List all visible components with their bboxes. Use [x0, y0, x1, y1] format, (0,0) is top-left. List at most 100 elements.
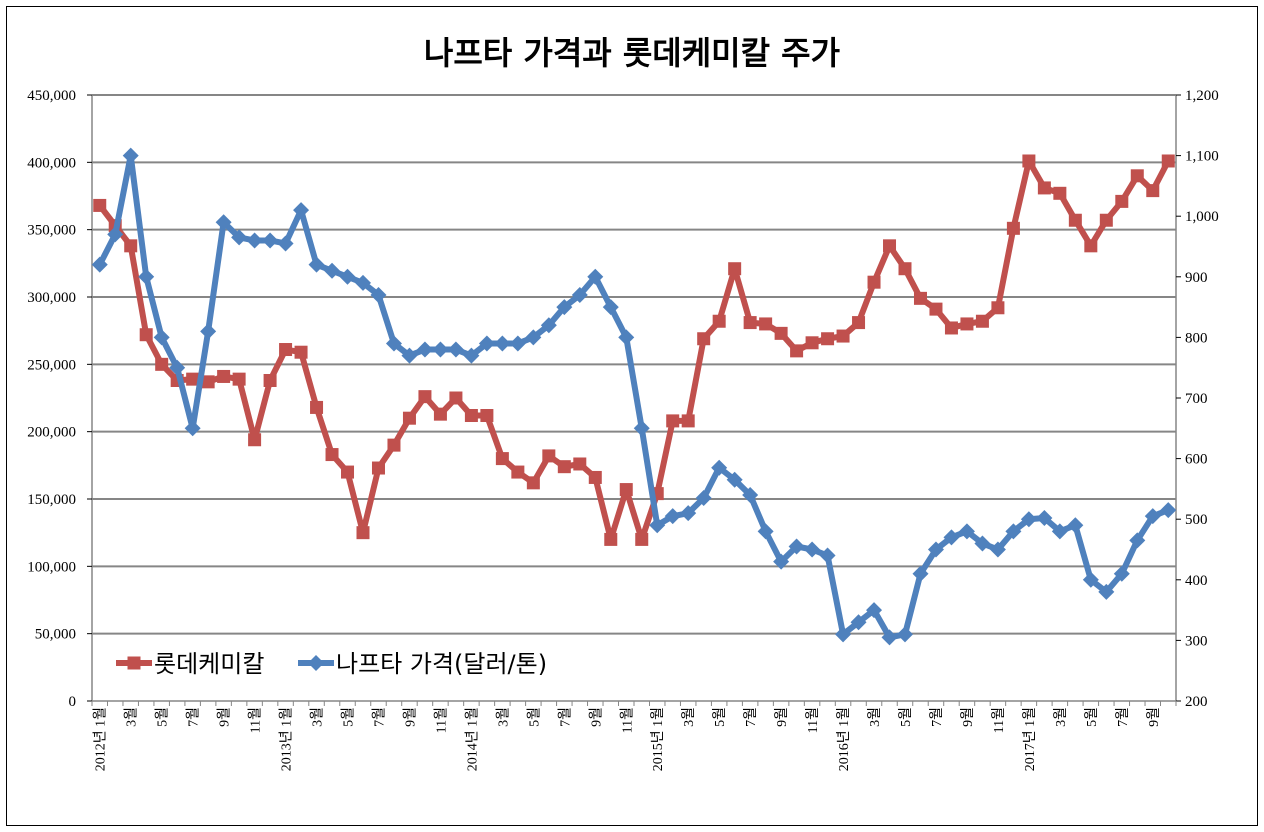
data-point [774, 326, 788, 340]
data-point [587, 268, 604, 285]
data-point [836, 329, 850, 343]
data-point [1082, 571, 1099, 588]
left-tick-label: 350,000 [27, 223, 76, 239]
data-point [525, 329, 542, 346]
data-point [943, 529, 960, 546]
data-point [215, 214, 232, 231]
data-point [153, 329, 170, 346]
data-point [339, 268, 356, 285]
data-point [463, 347, 480, 364]
data-point [1067, 517, 1084, 534]
data-point [370, 286, 387, 303]
data-point [619, 483, 633, 497]
data-point [526, 476, 540, 490]
data-point [371, 461, 385, 475]
data-point [805, 336, 819, 350]
data-point [804, 541, 821, 558]
data-point [991, 301, 1005, 315]
data-point [929, 302, 943, 316]
data-point [913, 291, 927, 305]
data-point [464, 409, 478, 423]
data-point [122, 147, 139, 164]
data-point [107, 226, 124, 243]
data-point [124, 239, 138, 253]
x-tick-label: 5월 [1084, 707, 1100, 727]
x-tick-label: 7월 [371, 707, 387, 727]
data-point [155, 357, 169, 371]
data-point [912, 565, 929, 582]
data-point [1036, 509, 1053, 526]
x-tick-label: 5월 [526, 707, 542, 727]
x-tick-label: 2015년 1월 [650, 707, 666, 771]
data-point [773, 553, 790, 570]
x-tick-label: 9월 [402, 707, 418, 727]
right-tick-label: 1,000 [1185, 209, 1219, 225]
data-point [681, 414, 695, 428]
x-tick-label: 5월 [155, 707, 171, 727]
series-layer [91, 147, 1177, 646]
data-point [385, 335, 402, 352]
data-point [1115, 194, 1129, 208]
series-1 [93, 154, 1175, 546]
data-point [540, 317, 557, 334]
data-point [494, 335, 511, 352]
data-point [1051, 523, 1068, 540]
data-point [571, 286, 588, 303]
x-tick-label: 11월 [248, 707, 264, 733]
data-point [819, 547, 836, 564]
data-point [866, 602, 883, 619]
left-y-axis-ticks: 0 50,000 100,000 150,000 200,000 250,000 300,0… [27, 88, 92, 710]
data-point [697, 332, 711, 346]
x-tick-label: 5월 [712, 707, 728, 727]
x-tick-label: 2013년 1월 [279, 707, 295, 771]
data-point [1160, 502, 1177, 519]
right-tick-label: 200 [1185, 694, 1208, 710]
x-tick-label: 2014년 1월 [464, 707, 480, 771]
x-tick-label: 11월 [433, 707, 449, 733]
data-point [944, 321, 958, 335]
series-2 [91, 147, 1177, 646]
data-point [279, 343, 293, 357]
x-tick-label: 3월 [681, 707, 697, 727]
data-point [711, 459, 728, 476]
left-tick-label: 400,000 [27, 155, 76, 171]
data-point [1130, 169, 1144, 183]
data-point [277, 235, 294, 252]
data-point [169, 359, 186, 376]
x-tick-label: 7월 [186, 707, 202, 727]
data-point [293, 202, 310, 219]
data-point [883, 239, 897, 253]
data-point [649, 517, 666, 534]
data-point [759, 317, 773, 331]
data-point [712, 314, 726, 328]
data-point [960, 317, 974, 331]
data-point [325, 448, 339, 462]
data-point [200, 323, 217, 340]
data-point [416, 341, 433, 358]
data-point [246, 232, 263, 249]
data-point [958, 523, 975, 540]
data-point [401, 347, 418, 364]
data-point [989, 541, 1006, 558]
left-tick-label: 450,000 [27, 88, 76, 104]
data-point [588, 470, 602, 484]
data-point [850, 614, 867, 631]
data-point [742, 486, 759, 503]
data-point [604, 532, 618, 546]
data-point [633, 420, 650, 437]
x-tick-label: 5월 [898, 707, 914, 727]
data-point [433, 407, 447, 421]
data-point [232, 372, 246, 386]
x-tick-label: 2016년 1월 [836, 707, 852, 771]
data-point [1161, 154, 1175, 168]
data-point [556, 299, 573, 316]
data-point [1098, 583, 1115, 600]
data-point [308, 256, 325, 273]
legend-marker [127, 656, 141, 670]
x-tick-label: 2017년 1월 [1022, 707, 1038, 771]
right-tick-label: 300 [1185, 633, 1208, 649]
right-tick-label: 400 [1185, 573, 1208, 589]
data-point [821, 332, 835, 346]
left-tick-label: 50,000 [35, 627, 76, 643]
